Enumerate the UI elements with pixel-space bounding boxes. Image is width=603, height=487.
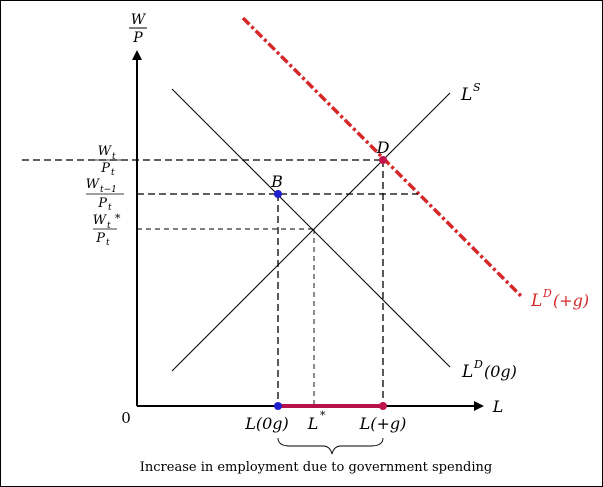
demand-curve-plus-g	[241, 16, 525, 300]
demand-curve-plus-g-label: L D (+g)	[530, 287, 589, 311]
y-axis-label-den: P	[132, 30, 143, 46]
caption: Increase in employment due to government…	[140, 460, 493, 475]
svg-text:W: W	[86, 177, 101, 192]
svg-text:t: t	[112, 152, 116, 162]
svg-text:*: *	[115, 212, 121, 225]
point-d-label: D	[376, 138, 390, 157]
point-d	[379, 156, 387, 164]
origin-label: 0	[121, 409, 131, 427]
svg-text:P: P	[100, 161, 110, 176]
svg-text:L: L	[530, 291, 542, 311]
x-label-l0g: L(0g)	[244, 414, 289, 433]
x-label-lplusg: L(+g)	[359, 414, 407, 433]
svg-text:L: L	[460, 85, 472, 105]
supply-curve	[171, 92, 451, 372]
wage-label-top: W t P t	[95, 144, 122, 178]
svg-text:*: *	[320, 409, 326, 422]
svg-text:D: D	[542, 287, 552, 300]
svg-text:W: W	[93, 213, 108, 228]
svg-text:t: t	[108, 203, 112, 213]
y-axis-label-num: W	[131, 12, 147, 28]
svg-text:t−1: t−1	[100, 185, 117, 195]
wage-label-middle: W t−1 P t	[86, 177, 124, 213]
svg-text:P: P	[95, 231, 105, 246]
x-axis-label: L	[492, 397, 504, 416]
svg-text:t: t	[107, 221, 111, 231]
demand-curve-0g	[171, 88, 451, 368]
svg-text:(0g): (0g)	[484, 362, 517, 381]
wage-label-bottom: W t * P t	[93, 212, 121, 248]
point-l0g-axis	[274, 402, 282, 410]
svg-text:t: t	[111, 168, 115, 178]
point-b	[274, 190, 282, 198]
point-b-label: B	[270, 172, 283, 191]
employment-brace	[277, 437, 384, 455]
svg-text:P: P	[97, 196, 107, 211]
supply-curve-label: L S	[460, 81, 481, 105]
point-lplusg-axis	[379, 402, 387, 410]
svg-text:D: D	[473, 358, 483, 371]
svg-text:(+g): (+g)	[553, 291, 589, 310]
svg-text:L: L	[307, 414, 319, 433]
svg-text:W: W	[98, 144, 113, 159]
demand-curve-0g-label: L D (0g)	[461, 358, 517, 382]
svg-text:L: L	[461, 362, 473, 382]
svg-text:t: t	[106, 238, 110, 248]
svg-text:S: S	[473, 81, 481, 94]
x-label-lstar: L *	[307, 409, 326, 433]
